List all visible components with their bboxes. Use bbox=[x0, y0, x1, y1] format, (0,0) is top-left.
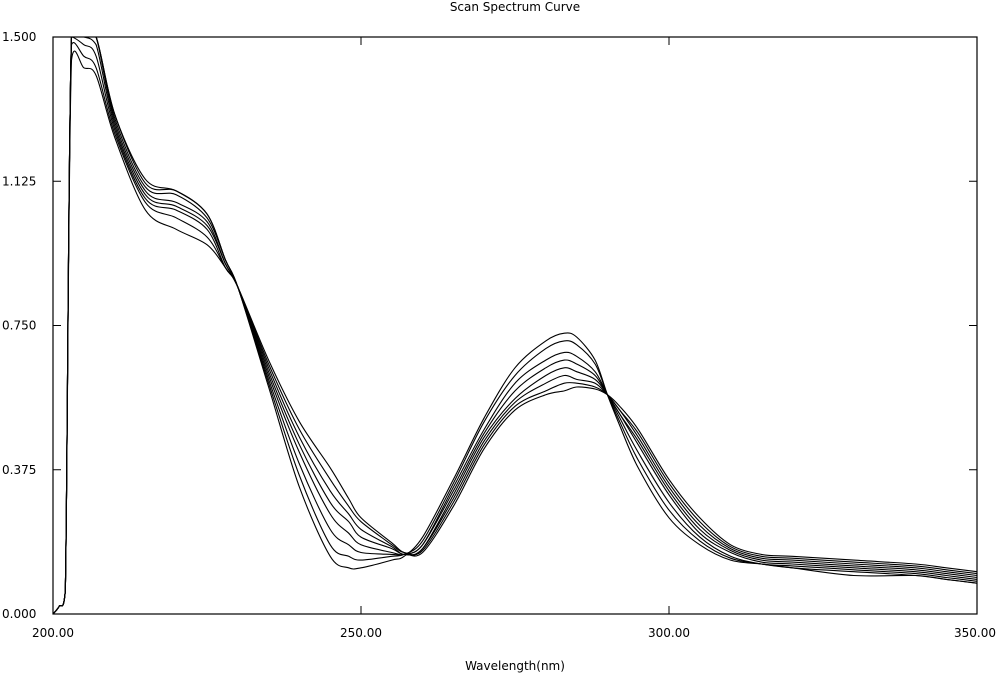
x-axis: 200.00 250.00 300.00 350.00 bbox=[32, 37, 996, 640]
spectrum-curve bbox=[52, 42, 978, 615]
y-tick-label: 1.125 bbox=[2, 174, 36, 188]
spectrum-curve bbox=[52, 36, 978, 615]
x-tick-label: 200.00 bbox=[32, 626, 74, 640]
spectrum-curve bbox=[52, 36, 978, 615]
y-tick-label: 1.500 bbox=[2, 30, 36, 44]
plot-frame bbox=[52, 36, 978, 615]
spectrum-series bbox=[52, 36, 978, 615]
spectrum-curve bbox=[52, 36, 978, 615]
x-tick-label: 350.00 bbox=[954, 626, 996, 640]
y-axis: 0.000 0.375 0.750 1.125 1.500 bbox=[2, 30, 977, 621]
spectrum-curve bbox=[52, 36, 978, 615]
y-tick-label: 0.375 bbox=[2, 463, 36, 477]
spectrum-curve bbox=[52, 50, 978, 615]
x-axis-label: Wavelength(nm) bbox=[465, 659, 565, 673]
spectrum-curve bbox=[52, 36, 978, 615]
y-tick-label: 0.000 bbox=[2, 607, 36, 621]
y-tick-label: 0.750 bbox=[2, 319, 36, 333]
x-tick-label: 250.00 bbox=[340, 626, 382, 640]
x-tick-label: 300.00 bbox=[648, 626, 690, 640]
chart-title: Scan Spectrum Curve bbox=[450, 0, 580, 14]
spectrum-curve bbox=[52, 36, 978, 615]
